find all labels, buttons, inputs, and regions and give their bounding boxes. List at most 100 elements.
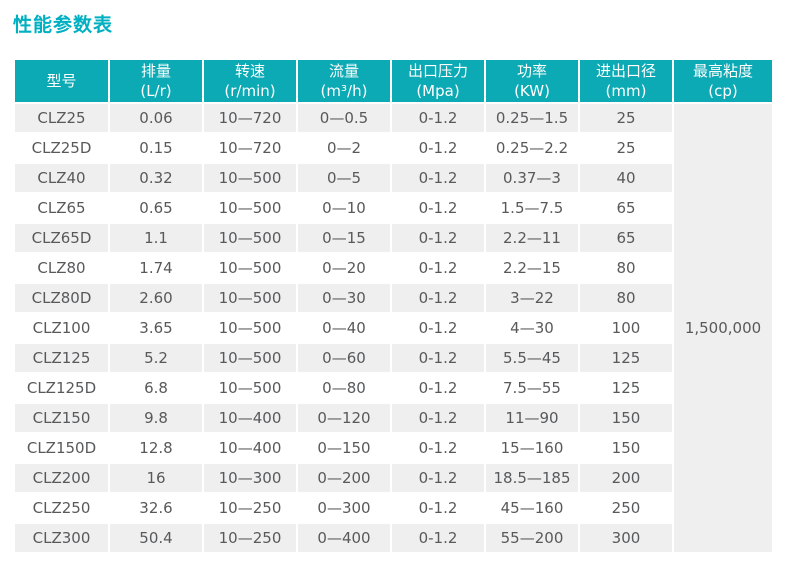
value-cell: 0—20 (298, 254, 390, 282)
value-cell: 0-1.2 (392, 464, 484, 492)
column-unit: (m³/h) (320, 82, 368, 100)
value-cell: 10—400 (204, 434, 296, 462)
column-label: 最高粘度 (692, 61, 753, 80)
column-header-flow: 流量 (m³/h) (298, 60, 390, 102)
value-cell: 150 (580, 434, 672, 462)
table-row: CLZ25 0.06 10—720 0—0.5 0-1.2 0.25—1.5 25 1,500… (15, 104, 772, 552)
value-cell: 0—80 (298, 374, 390, 402)
value-cell: 5.2 (110, 344, 202, 372)
value-cell: 10—500 (204, 284, 296, 312)
value-cell: 65 (580, 224, 672, 252)
value-cell: 0-1.2 (392, 194, 484, 222)
value-cell: 9.8 (110, 404, 202, 432)
model-cell: CLZ25D (15, 134, 108, 162)
value-cell: 0-1.2 (392, 494, 484, 522)
value-cell: 25 (580, 104, 672, 132)
value-cell: 1.74 (110, 254, 202, 282)
value-cell: 0-1.2 (392, 404, 484, 432)
column-header-model: 型号 (15, 60, 108, 102)
value-cell: 10—500 (204, 314, 296, 342)
value-cell: 11—90 (486, 404, 578, 432)
table-row: CLZ65D 1.1 10—500 0—15 0-1.2 2.2—11 65 (15, 224, 772, 252)
value-cell: 0—0.5 (298, 104, 390, 132)
value-cell: 0—5 (298, 164, 390, 192)
value-cell: 200 (580, 464, 672, 492)
value-cell: 0—15 (298, 224, 390, 252)
table-row: CLZ200 16 10—300 0—200 0-1.2 18.5—185 200 (15, 464, 772, 492)
value-cell: 40 (580, 164, 672, 192)
value-cell: 0-1.2 (392, 374, 484, 402)
value-cell: 25 (580, 134, 672, 162)
value-cell: 10—720 (204, 104, 296, 132)
value-cell: 0.32 (110, 164, 202, 192)
table-row: CLZ125 5.2 10—500 0—60 0-1.2 5.5—45 125 (15, 344, 772, 372)
value-cell: 100 (580, 314, 672, 342)
value-cell: 80 (580, 284, 672, 312)
column-label: 功率 (516, 61, 547, 80)
value-cell: 10—500 (204, 374, 296, 402)
value-cell: 0.06 (110, 104, 202, 132)
value-cell: 3.65 (110, 314, 202, 342)
value-cell: 1.5—7.5 (486, 194, 578, 222)
page-title: 性能参数表 (13, 14, 114, 36)
value-cell: 2.2—11 (486, 224, 578, 252)
value-cell: 55—200 (486, 524, 578, 552)
value-cell: 0.65 (110, 194, 202, 222)
value-cell: 0-1.2 (392, 104, 484, 132)
column-label: 流量 (328, 61, 359, 80)
model-cell: CLZ80D (15, 284, 108, 312)
value-cell: 0-1.2 (392, 314, 484, 342)
column-unit: (KW) (514, 82, 550, 100)
value-cell: 0-1.2 (392, 224, 484, 252)
value-cell: 0-1.2 (392, 524, 484, 552)
value-cell: 2.60 (110, 284, 202, 312)
model-cell: CLZ250 (15, 494, 108, 522)
table-row: CLZ100 3.65 10—500 0—40 0-1.2 4—30 100 (15, 314, 772, 342)
value-cell: 6.8 (110, 374, 202, 402)
value-cell: 0-1.2 (392, 344, 484, 372)
value-cell: 18.5—185 (486, 464, 578, 492)
value-cell: 150 (580, 404, 672, 432)
value-cell: 0—60 (298, 344, 390, 372)
header-row: 型号 排量 (L/r) 转速 (r/min) 流量 (m³/h) 出口压力 (15, 60, 772, 102)
value-cell: 0—2 (298, 134, 390, 162)
value-cell: 12.8 (110, 434, 202, 462)
model-cell: CLZ65D (15, 224, 108, 252)
value-cell: 1.1 (110, 224, 202, 252)
value-cell: 0-1.2 (392, 164, 484, 192)
model-cell: CLZ65 (15, 194, 108, 222)
value-cell: 2.2—15 (486, 254, 578, 282)
table-header: 型号 排量 (L/r) 转速 (r/min) 流量 (m³/h) 出口压力 (15, 60, 772, 102)
table-row: CLZ25D 0.15 10—720 0—2 0-1.2 0.25—2.2 25 (15, 134, 772, 162)
value-cell: 0-1.2 (392, 254, 484, 282)
column-header-displacement: 排量 (L/r) (110, 60, 202, 102)
model-cell: CLZ25 (15, 104, 108, 132)
value-cell: 15—160 (486, 434, 578, 462)
table-body: CLZ25 0.06 10—720 0—0.5 0-1.2 0.25—1.5 25 1,500… (15, 104, 772, 552)
column-unit: (r/min) (224, 82, 276, 100)
table-row: CLZ80 1.74 10—500 0—20 0-1.2 2.2—15 80 (15, 254, 772, 282)
column-unit: (mm) (605, 82, 647, 100)
model-cell: CLZ100 (15, 314, 108, 342)
value-cell: 7.5—55 (486, 374, 578, 402)
table-row: CLZ300 50.4 10—250 0—400 0-1.2 55—200 300 (15, 524, 772, 552)
column-label: 出口压力 (407, 61, 468, 80)
model-cell: CLZ125D (15, 374, 108, 402)
value-cell: 125 (580, 344, 672, 372)
value-cell: 10—500 (204, 254, 296, 282)
value-cell: 45—160 (486, 494, 578, 522)
column-header-power: 功率 (KW) (486, 60, 578, 102)
value-cell: 0-1.2 (392, 434, 484, 462)
value-cell: 10—250 (204, 494, 296, 522)
value-cell: 50.4 (110, 524, 202, 552)
column-label: 排量 (140, 61, 171, 80)
column-label: 型号 (46, 71, 77, 90)
value-cell: 10—500 (204, 224, 296, 252)
model-cell: CLZ200 (15, 464, 108, 492)
model-cell: CLZ125 (15, 344, 108, 372)
table-row: CLZ65 0.65 10—500 0—10 0-1.2 1.5—7.5 65 (15, 194, 772, 222)
column-header-max-viscosity: 最高粘度 (cp) (674, 60, 772, 102)
value-cell: 16 (110, 464, 202, 492)
value-cell: 0-1.2 (392, 284, 484, 312)
